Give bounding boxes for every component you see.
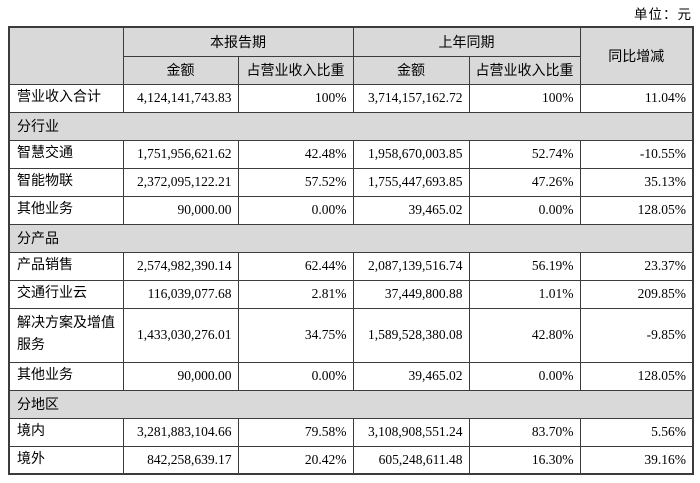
- row-label: 智能物联: [8, 167, 124, 197]
- row-label: 其他业务: [8, 195, 124, 225]
- current-amount-cell: 1,751,956,621.62: [122, 139, 239, 169]
- section-row: 分地区: [8, 389, 694, 419]
- prior-amount-header: 金额: [352, 55, 470, 85]
- prior-amount-cell: 605,248,611.48: [352, 445, 470, 475]
- prior-proportion-cell: 100%: [468, 83, 581, 113]
- yoy-change-cell: 128.05%: [579, 195, 694, 225]
- prior-proportion-cell: 83.70%: [468, 417, 581, 447]
- prior-amount-cell: 3,108,908,551.24: [352, 417, 470, 447]
- prior-proportion-cell: 1.01%: [468, 279, 581, 309]
- yoy-change-header: 同比增减: [579, 26, 694, 85]
- corner-cell: [8, 26, 124, 85]
- section-label: 分行业: [8, 111, 694, 141]
- header-row-periods: 本报告期 上年同期 同比增减: [8, 26, 694, 85]
- yoy-change-cell: 11.04%: [579, 83, 694, 113]
- section-row: 分产品: [8, 223, 694, 253]
- prior-amount-cell: 2,087,139,516.74: [352, 251, 470, 281]
- data-row: 智慧交通 1,751,956,621.62 42.48% 1,958,670,003.…: [8, 139, 694, 169]
- row-label: 智慧交通: [8, 139, 124, 169]
- prior-proportion-header: 占营业收入比重: [468, 55, 581, 85]
- header-row-measures: 金额 占营业收入比重 金额 占营业收入比重: [9, 55, 693, 85]
- current-amount-cell: 90,000.00: [122, 361, 239, 391]
- current-amount-cell: 1,433,030,276.01: [122, 307, 239, 363]
- current-amount-cell: 2,372,095,122.21: [122, 167, 239, 197]
- current-proportion-cell: 0.00%: [237, 361, 354, 391]
- table-body: 营业收入合计 4,124,141,743.83 100% 3,714,157,162.…: [8, 83, 694, 475]
- current-proportion-cell: 57.52%: [237, 167, 354, 197]
- data-row: 解决方案及增值服务 1,433,030,276.01 34.75% 1,589,528…: [8, 307, 694, 363]
- section-row: 分行业: [8, 111, 694, 141]
- current-proportion-cell: 42.48%: [237, 139, 354, 169]
- revenue-breakdown-table: 本报告期 上年同期 同比增减 金额 占营业收入比重 金额 占营业收入比重 营业收…: [8, 26, 694, 475]
- prior-amount-cell: 39,465.02: [352, 195, 470, 225]
- current-amount-cell: 4,124,141,743.83: [122, 83, 239, 113]
- current-amount-cell: 116,039,077.68: [122, 279, 239, 309]
- prior-proportion-cell: 47.26%: [468, 167, 581, 197]
- yoy-change-cell: 209.85%: [579, 279, 694, 309]
- current-period-header: 本报告期: [122, 26, 354, 57]
- prior-amount-cell: 1,958,670,003.85: [352, 139, 470, 169]
- current-proportion-cell: 100%: [237, 83, 354, 113]
- current-proportion-cell: 0.00%: [237, 195, 354, 225]
- row-label: 营业收入合计: [8, 83, 124, 113]
- prior-proportion-cell: 0.00%: [468, 361, 581, 391]
- row-label: 产品销售: [8, 251, 124, 281]
- prior-proportion-cell: 0.00%: [468, 195, 581, 225]
- section-label: 分产品: [8, 223, 694, 253]
- current-amount-cell: 842,258,639.17: [122, 445, 239, 475]
- current-proportion-header: 占营业收入比重: [237, 55, 354, 85]
- prior-proportion-cell: 16.30%: [468, 445, 581, 475]
- prior-amount-cell: 1,755,447,693.85: [352, 167, 470, 197]
- current-amount-cell: 90,000.00: [122, 195, 239, 225]
- data-row: 境外 842,258,639.17 20.42% 605,248,611.48 16.3…: [8, 445, 694, 475]
- current-proportion-cell: 34.75%: [237, 307, 354, 363]
- yoy-change-cell: -10.55%: [579, 139, 694, 169]
- current-amount-cell: 3,281,883,104.66: [122, 417, 239, 447]
- data-row: 交通行业云 116,039,077.68 2.81% 37,449,800.88 1.0…: [8, 279, 694, 309]
- data-row: 境内 3,281,883,104.66 79.58% 3,108,908,551.24…: [8, 417, 694, 447]
- prior-period-header: 上年同期: [352, 26, 581, 57]
- unit-label: 单位：元: [634, 7, 692, 22]
- prior-amount-cell: 39,465.02: [352, 361, 470, 391]
- row-label: 其他业务: [8, 361, 124, 391]
- prior-proportion-cell: 52.74%: [468, 139, 581, 169]
- prior-amount-cell: 1,589,528,380.08: [352, 307, 470, 363]
- row-label: 境外: [8, 445, 124, 475]
- current-proportion-cell: 79.58%: [237, 417, 354, 447]
- data-row: 营业收入合计 4,124,141,743.83 100% 3,714,157,162.…: [8, 83, 694, 113]
- yoy-change-cell: 35.13%: [579, 167, 694, 197]
- yoy-change-cell: 39.16%: [579, 445, 694, 475]
- yoy-change-cell: 23.37%: [579, 251, 694, 281]
- prior-amount-cell: 37,449,800.88: [352, 279, 470, 309]
- row-label: 交通行业云: [8, 279, 124, 309]
- data-row: 产品销售 2,574,982,390.14 62.44% 2,087,139,516.…: [8, 251, 694, 281]
- yoy-change-cell: 5.56%: [579, 417, 694, 447]
- current-proportion-cell: 62.44%: [237, 251, 354, 281]
- row-label: 境内: [8, 417, 124, 447]
- prior-amount-cell: 3,714,157,162.72: [352, 83, 470, 113]
- section-label: 分地区: [8, 389, 694, 419]
- current-amount-header: 金额: [122, 55, 239, 85]
- yoy-change-cell: 128.05%: [579, 361, 694, 391]
- table-header: 本报告期 上年同期 同比增减 金额 占营业收入比重 金额 占营业收入比重: [8, 26, 694, 85]
- prior-proportion-cell: 56.19%: [468, 251, 581, 281]
- prior-proportion-cell: 42.80%: [468, 307, 581, 363]
- row-label: 解决方案及增值服务: [8, 307, 124, 363]
- data-row: 其他业务 90,000.00 0.00% 39,465.02 0.00% 128.05%: [8, 195, 694, 225]
- yoy-change-cell: -9.85%: [579, 307, 694, 363]
- data-row: 智能物联 2,372,095,122.21 57.52% 1,755,447,693.…: [8, 167, 694, 197]
- current-amount-cell: 2,574,982,390.14: [122, 251, 239, 281]
- current-proportion-cell: 2.81%: [237, 279, 354, 309]
- data-row: 其他业务 90,000.00 0.00% 39,465.02 0.00% 128.05%: [8, 361, 694, 391]
- current-proportion-cell: 20.42%: [237, 445, 354, 475]
